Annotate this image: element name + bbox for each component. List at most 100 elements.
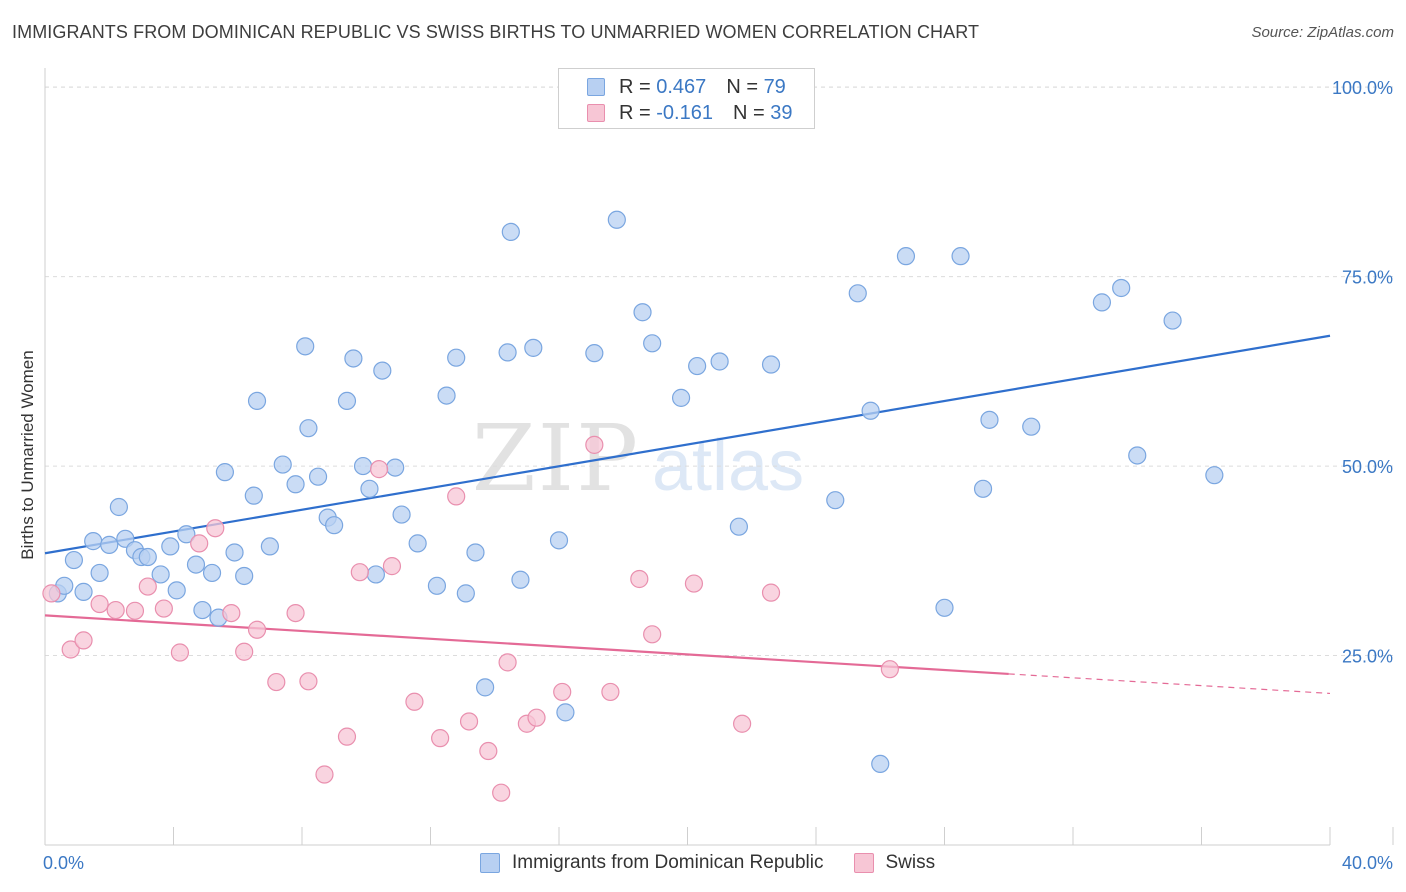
blue-point (202, 563, 222, 583)
pink-point (447, 487, 466, 506)
pink-trend-line (44, 614, 1009, 676)
pink-point (498, 653, 517, 672)
pink-point (405, 692, 424, 711)
pink-point (585, 435, 604, 454)
blue-point (138, 547, 157, 567)
pink-point (733, 714, 752, 733)
legend-swatch-pink (853, 853, 874, 873)
blue-point (386, 458, 405, 477)
blue-point (973, 479, 993, 498)
chart-title: IMMIGRANTS FROM DOMINICAN REPUBLIC VS SW… (12, 22, 980, 42)
pink-point (643, 625, 662, 644)
blue-point (1022, 417, 1041, 436)
blue-trend-line (44, 334, 1331, 555)
source-credit: Source: ZipAtlas.com (1251, 24, 1394, 41)
blue-point (427, 576, 447, 595)
blue-point (466, 543, 485, 562)
blue-point (337, 391, 357, 411)
x-tick-label: 40.0% (1342, 853, 1393, 873)
pink-point (74, 631, 93, 650)
blue-point (161, 537, 180, 556)
series-legend: Immigrants from Dominican Republic Swiss (480, 852, 935, 874)
blue-point (90, 563, 109, 583)
stats-n-value: 79 (763, 75, 786, 98)
blue-point (826, 491, 845, 510)
stats-legend: R = 0.467 N = 79 R = -0.161 N = 39 (558, 68, 815, 129)
pink-point (459, 712, 479, 731)
blue-point (177, 525, 196, 544)
blue-point (244, 486, 263, 505)
blue-point (360, 479, 379, 498)
stats-r-label: R = (619, 101, 651, 124)
pink-point (630, 569, 649, 589)
stats-row-blue: R = 0.467 N = 79 (587, 75, 786, 99)
blue-point (511, 570, 530, 589)
blue-point (225, 543, 244, 562)
pink-point (337, 727, 357, 746)
blue-point (524, 338, 543, 357)
blue-point (710, 352, 729, 371)
blue-point (447, 348, 466, 367)
blue-point (633, 303, 652, 322)
blue-point (273, 455, 292, 474)
blue-point (437, 386, 456, 405)
stats-row-pink: R = -0.161 N = 39 (587, 101, 792, 125)
pink-point (190, 534, 209, 553)
pink-point (138, 577, 157, 596)
blue-point (299, 419, 318, 438)
stats-r-value: -0.161 (656, 101, 713, 124)
blue-point (325, 516, 344, 535)
blue-point (980, 410, 999, 429)
pink-point (527, 708, 546, 727)
stats-n-label: N = (732, 101, 765, 124)
stats-r-label: R = (619, 75, 651, 98)
pink-point (106, 600, 125, 620)
pink-point (125, 601, 145, 620)
x-tick-label: 0.0% (43, 853, 84, 873)
blue-point (607, 210, 626, 229)
y-tick-label: 50.0% (1342, 457, 1393, 477)
legend-label-blue: Immigrants from Dominican Republic (512, 852, 824, 873)
blue-point (935, 598, 954, 617)
blue-point (1205, 466, 1224, 485)
blue-point (286, 475, 305, 494)
pink-point (170, 643, 190, 662)
blue-point (501, 222, 520, 242)
blue-point (151, 565, 170, 584)
pink-point (553, 682, 572, 702)
blue-point (729, 517, 749, 536)
blue-point (109, 497, 128, 517)
legend-swatch-blue (587, 78, 605, 96)
blue-point (64, 550, 84, 570)
blue-point (549, 531, 569, 550)
blue-point (1092, 293, 1112, 312)
blue-point (951, 247, 970, 266)
pink-point (42, 584, 61, 603)
pink-point (370, 460, 389, 479)
pink-point (222, 603, 241, 623)
pink-point (761, 583, 781, 602)
y-tick-label: 75.0% (1342, 268, 1393, 288)
pink-point (235, 642, 254, 661)
blue-point (344, 349, 363, 368)
blue-point (671, 388, 691, 407)
stats-n-label: N = (726, 75, 758, 98)
pink-point (206, 519, 225, 538)
blue-point (585, 344, 604, 363)
pink-point (315, 765, 334, 784)
blue-point (688, 356, 707, 376)
blue-point (84, 532, 103, 551)
blue-point (193, 600, 212, 620)
pink-point (299, 672, 318, 691)
blue-point (848, 284, 867, 303)
pink-point (492, 783, 511, 802)
pink-point (479, 741, 498, 761)
blue-point (100, 535, 119, 554)
blue-point (296, 337, 315, 356)
y-tick-label: 100.0% (1332, 78, 1393, 98)
pink-point (880, 660, 899, 679)
blue-point (215, 463, 234, 482)
blue-point (308, 467, 328, 486)
pink-point (267, 672, 286, 692)
